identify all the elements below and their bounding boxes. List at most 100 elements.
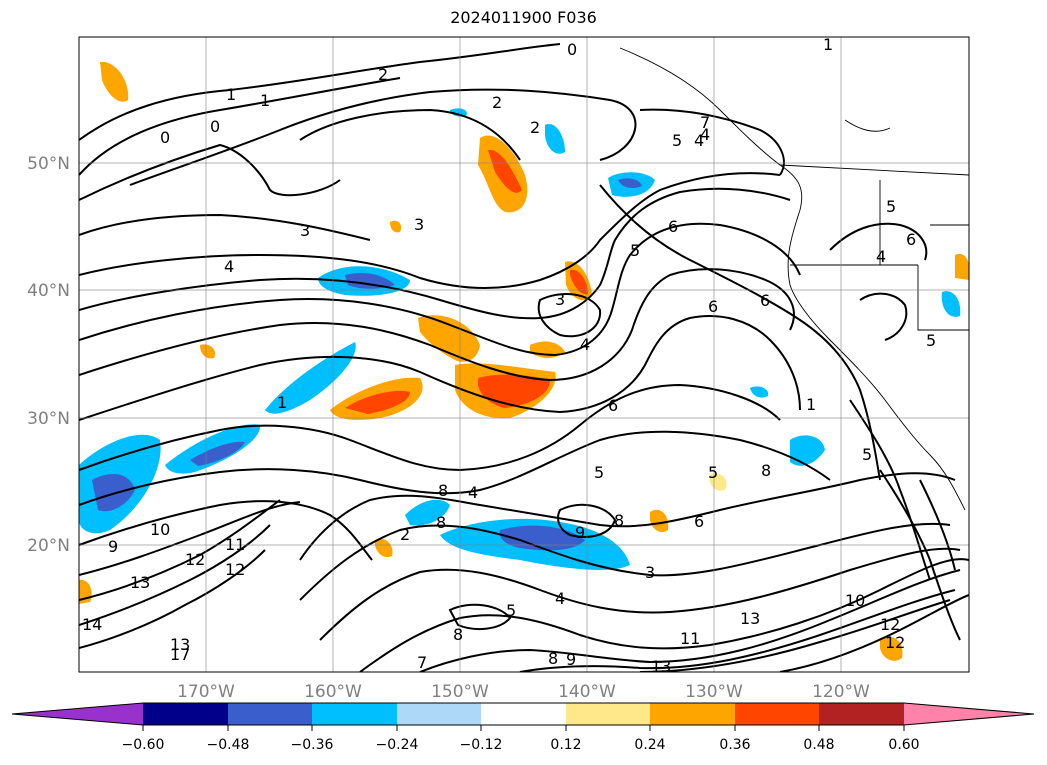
graticule <box>79 37 969 672</box>
lon-label-140w: 140°W <box>558 682 616 702</box>
contour-label: 6 <box>906 230 916 249</box>
colorbar-tick-label: 0.12 <box>550 737 581 753</box>
positive-anomaly-shading <box>79 61 969 661</box>
colorbar-segment <box>735 703 819 725</box>
contour-label: 5 <box>594 463 604 482</box>
colorbar-segment <box>228 703 312 725</box>
colorbar-extend-high <box>904 703 1034 725</box>
contour-label: 5 <box>886 197 896 216</box>
lon-label-160w: 160°W <box>304 682 362 702</box>
contour-label: 3 <box>300 221 310 240</box>
contour-label: 1 <box>806 395 816 414</box>
contour-label: 5 <box>926 331 936 350</box>
colorbar-segment <box>312 703 397 725</box>
contour-label: 8 <box>436 513 446 532</box>
lon-label-120w: 120°W <box>812 682 870 702</box>
contour-label: 1 <box>277 393 287 412</box>
contour-label: 3 <box>414 215 424 234</box>
colorbar-tick-label: 0.60 <box>888 737 919 753</box>
contour-label: 6 <box>694 512 704 531</box>
colorbar-tick-label: −0.12 <box>460 737 503 753</box>
contour-label: 6 <box>760 291 770 310</box>
contour-label: 4 <box>224 257 234 276</box>
contour-label: 4 <box>876 247 886 266</box>
contour-label: 4 <box>580 335 590 354</box>
contour-label: 13 <box>651 657 671 676</box>
colorbar-tick-label: −0.36 <box>291 737 334 753</box>
contour-label: 0 <box>567 40 577 59</box>
contour-label: 4 <box>468 483 478 502</box>
contour-label: 2 <box>530 118 540 137</box>
contour-lines <box>79 43 969 672</box>
lon-label-170w: 170°W <box>177 682 235 702</box>
lat-label-40n: 40°N <box>27 281 70 301</box>
contour-label: 10 <box>150 520 170 539</box>
contour-label: 1 <box>260 91 270 110</box>
contour-label: 2 <box>400 525 410 544</box>
map-frame-bg <box>79 37 969 672</box>
colorbar-segment <box>650 703 735 725</box>
colorbar: −0.60 −0.48 −0.36 −0.24 −0.12 0.12 0.24 … <box>11 702 1035 753</box>
colorbar-segment <box>481 703 566 725</box>
colorbar-tick-label: 0.36 <box>719 737 750 753</box>
contour-label: 6 <box>608 396 618 415</box>
contour-label: 5 <box>630 241 640 260</box>
contour-label: 3 <box>555 290 565 309</box>
contour-label: 6 <box>708 297 718 316</box>
colorbar-tick-label: 0.48 <box>803 737 834 753</box>
lat-label-30n: 30°N <box>27 409 70 429</box>
contour-label: 8 <box>548 649 558 668</box>
lon-label-130w: 130°W <box>685 682 743 702</box>
colorbar-tick-label: 0.24 <box>634 737 665 753</box>
contour-label: 13 <box>170 635 190 654</box>
colorbar-extend-low <box>12 703 143 725</box>
contour-label: 4 <box>694 131 704 150</box>
contour-label: 7 <box>700 113 710 132</box>
lon-label-150w: 150°W <box>431 682 489 702</box>
contour-label: 11 <box>225 535 245 554</box>
contour-label: 4 <box>700 125 710 144</box>
contour-label: 5 <box>862 445 872 464</box>
latitude-labels: 50°N 40°N 30°N 20°N <box>27 154 70 556</box>
map-title: 2024011900 F036 <box>450 8 597 27</box>
contour-label: 14 <box>82 615 102 634</box>
contour-label: 11 <box>680 629 700 648</box>
longitude-labels: 170°W 160°W 150°W 140°W 130°W 120°W <box>177 682 870 702</box>
contour-label: 17 <box>170 645 190 664</box>
contour-label: 9 <box>566 650 576 669</box>
contour-label: 3 <box>645 563 655 582</box>
contour-label: 0 <box>160 128 170 147</box>
contour-label: 4 <box>555 589 565 608</box>
contour-label: 9 <box>575 523 585 542</box>
contour-label: 8 <box>453 625 463 644</box>
lat-label-20n: 20°N <box>27 536 70 556</box>
contour-label: 5 <box>506 601 516 620</box>
colorbar-ticks <box>142 725 905 731</box>
contour-label: 2 <box>492 93 502 112</box>
contour-label: 13 <box>130 573 150 592</box>
contour-label: 1 <box>226 85 236 104</box>
contour-label: 12 <box>225 560 245 579</box>
contour-label: 1 <box>823 35 833 54</box>
colorbar-tick-label: −0.48 <box>207 737 250 753</box>
colorbar-tick-label: −0.24 <box>376 737 419 753</box>
contour-label: 6 <box>668 217 678 236</box>
contour-label: 10 <box>845 591 865 610</box>
colorbar-segment <box>397 703 481 725</box>
contour-label: 12 <box>880 615 900 634</box>
contour-label: 12 <box>885 633 905 652</box>
contour-label: 5 <box>672 131 682 150</box>
contour-label: 0 <box>210 117 220 136</box>
contour-labels: 0 1 1 2 2 2 0 1 0 3 3 4 3 4 4 5 6 6 6 5 … <box>82 35 936 676</box>
contour-label: 13 <box>740 609 760 628</box>
colorbar-tick-label: −0.60 <box>122 737 165 753</box>
contour-label: 8 <box>614 511 624 530</box>
contour-label: 2 <box>378 65 388 84</box>
negative-anomaly-shading <box>79 108 961 570</box>
contour-label: 12 <box>185 550 205 569</box>
contour-label: 9 <box>108 537 118 556</box>
contour-label: 7 <box>417 653 427 672</box>
colorbar-segment <box>143 703 228 725</box>
colorbar-segment <box>566 703 650 725</box>
coastlines <box>619 47 969 511</box>
